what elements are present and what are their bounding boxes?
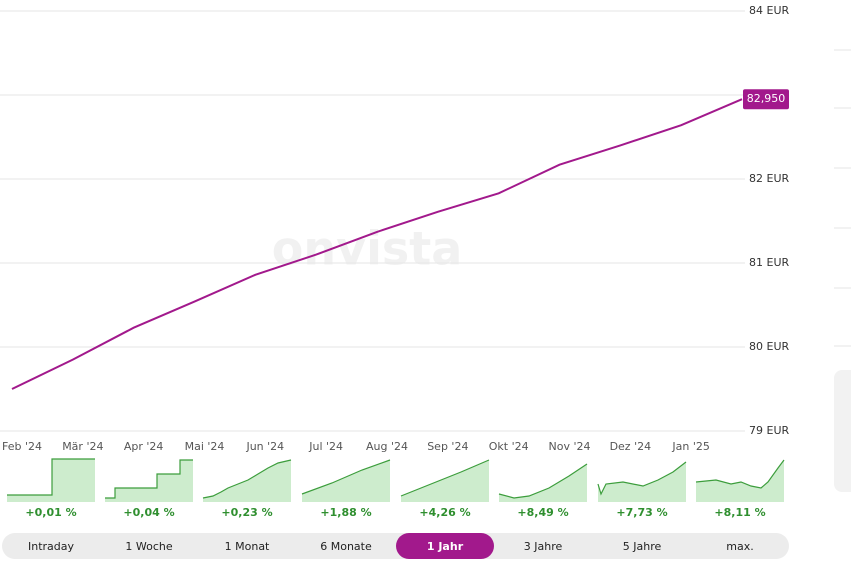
sparkline bbox=[597, 461, 687, 502]
period-tab[interactable]: 6 Monate bbox=[320, 540, 372, 553]
period-tab[interactable]: 3 Jahre bbox=[524, 540, 563, 553]
x-tick-label: Dez '24 bbox=[610, 440, 652, 453]
y-tick-label: 82 EUR bbox=[749, 172, 789, 185]
y-tick-label: 80 EUR bbox=[749, 340, 789, 353]
sparkline bbox=[7, 458, 95, 502]
y-tick-label: 81 EUR bbox=[749, 256, 789, 269]
price-line bbox=[11, 98, 743, 390]
x-tick-label: Feb '24 bbox=[2, 440, 42, 453]
sparkline bbox=[105, 459, 193, 502]
x-tick-label: Aug '24 bbox=[366, 440, 408, 453]
x-tick-label: Jun '24 bbox=[245, 440, 284, 453]
change-label: +0,04 % bbox=[123, 506, 174, 519]
sparkline bbox=[202, 459, 292, 502]
period-tab[interactable]: max. bbox=[726, 540, 753, 553]
x-tick-label: Apr '24 bbox=[124, 440, 164, 453]
sparkline bbox=[695, 459, 785, 502]
change-label: +7,73 % bbox=[616, 506, 667, 519]
change-label: +0,23 % bbox=[221, 506, 272, 519]
price-tag bbox=[743, 89, 789, 110]
x-tick-label: Mai '24 bbox=[185, 440, 225, 453]
watermark: onvista bbox=[272, 222, 463, 276]
x-tick-label: Nov '24 bbox=[549, 440, 591, 453]
price-tag-label: 82,950 bbox=[747, 92, 786, 105]
period-bar bbox=[2, 533, 789, 559]
change-label: +8,49 % bbox=[517, 506, 568, 519]
x-tick-label: Sep '24 bbox=[427, 440, 468, 453]
change-label: +1,88 % bbox=[320, 506, 371, 519]
period-tab[interactable]: Intraday bbox=[28, 540, 75, 553]
x-tick-label: Okt '24 bbox=[489, 440, 529, 453]
change-label: +4,26 % bbox=[419, 506, 470, 519]
y-tick-label: 79 EUR bbox=[749, 424, 789, 437]
sparkline bbox=[301, 459, 391, 502]
sparkline bbox=[498, 463, 588, 502]
change-label: +0,01 % bbox=[25, 506, 76, 519]
sidebar-fragment bbox=[834, 49, 851, 492]
x-tick-label: Mär '24 bbox=[62, 440, 103, 453]
y-tick-label: 84 EUR bbox=[749, 4, 789, 17]
period-tab[interactable]: 1 Jahr bbox=[427, 540, 464, 553]
period-tab[interactable]: 1 Woche bbox=[125, 540, 172, 553]
active-tab bbox=[396, 533, 494, 559]
x-tick-label: Jul '24 bbox=[308, 440, 343, 453]
sparkline bbox=[400, 459, 490, 502]
change-label: +8,11 % bbox=[714, 506, 765, 519]
period-tab[interactable]: 1 Monat bbox=[225, 540, 270, 553]
period-tab[interactable]: 5 Jahre bbox=[623, 540, 662, 553]
x-tick-label: Jan '25 bbox=[671, 440, 709, 453]
